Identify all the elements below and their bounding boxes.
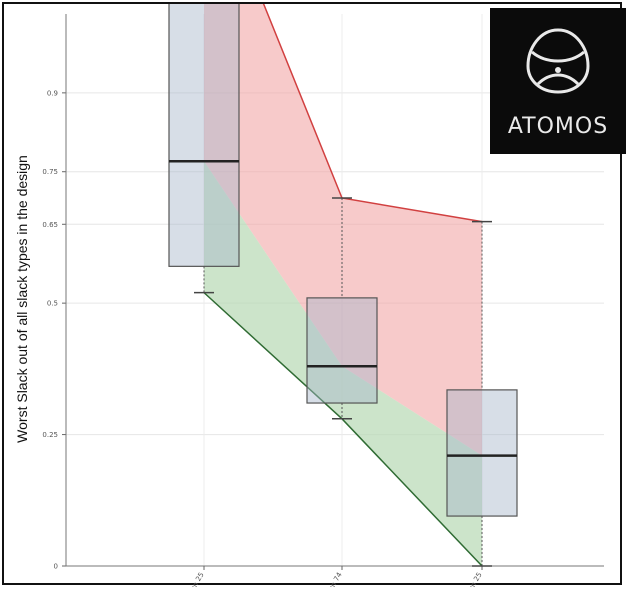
- logo-text: ATOMOS: [507, 114, 609, 139]
- x-tick-label: run 25: [465, 571, 483, 587]
- y-tick-label: 0.5: [47, 300, 58, 308]
- y-axis-label: Worst Slack out of all slack types in th…: [14, 155, 30, 443]
- y-tick-label: 0: [54, 563, 58, 571]
- box: [168, 4, 240, 267]
- chart-plot: 0 0.25 0.5 0.65 0.75 0.9 run 25 run 74 run 25: [42, 4, 604, 587]
- y-tick-label: 0.75: [42, 168, 58, 176]
- box: [446, 389, 518, 517]
- y-tick-label: 0.65: [42, 221, 58, 229]
- y-tick-label: 0.25: [42, 431, 58, 439]
- box-plots: [168, 4, 518, 567]
- x-tick-label: run 25: [187, 571, 205, 587]
- max-band: [204, 4, 482, 456]
- atomos-logo-icon: [526, 28, 590, 94]
- x-tick-label: run 74: [325, 571, 344, 587]
- axes: [62, 14, 604, 570]
- min-max-bands: [203, 4, 483, 567]
- y-tick-label: 0.9: [47, 89, 58, 97]
- min-band: [204, 161, 482, 566]
- atomos-logo: ATOMOS: [490, 8, 626, 154]
- box: [306, 297, 378, 404]
